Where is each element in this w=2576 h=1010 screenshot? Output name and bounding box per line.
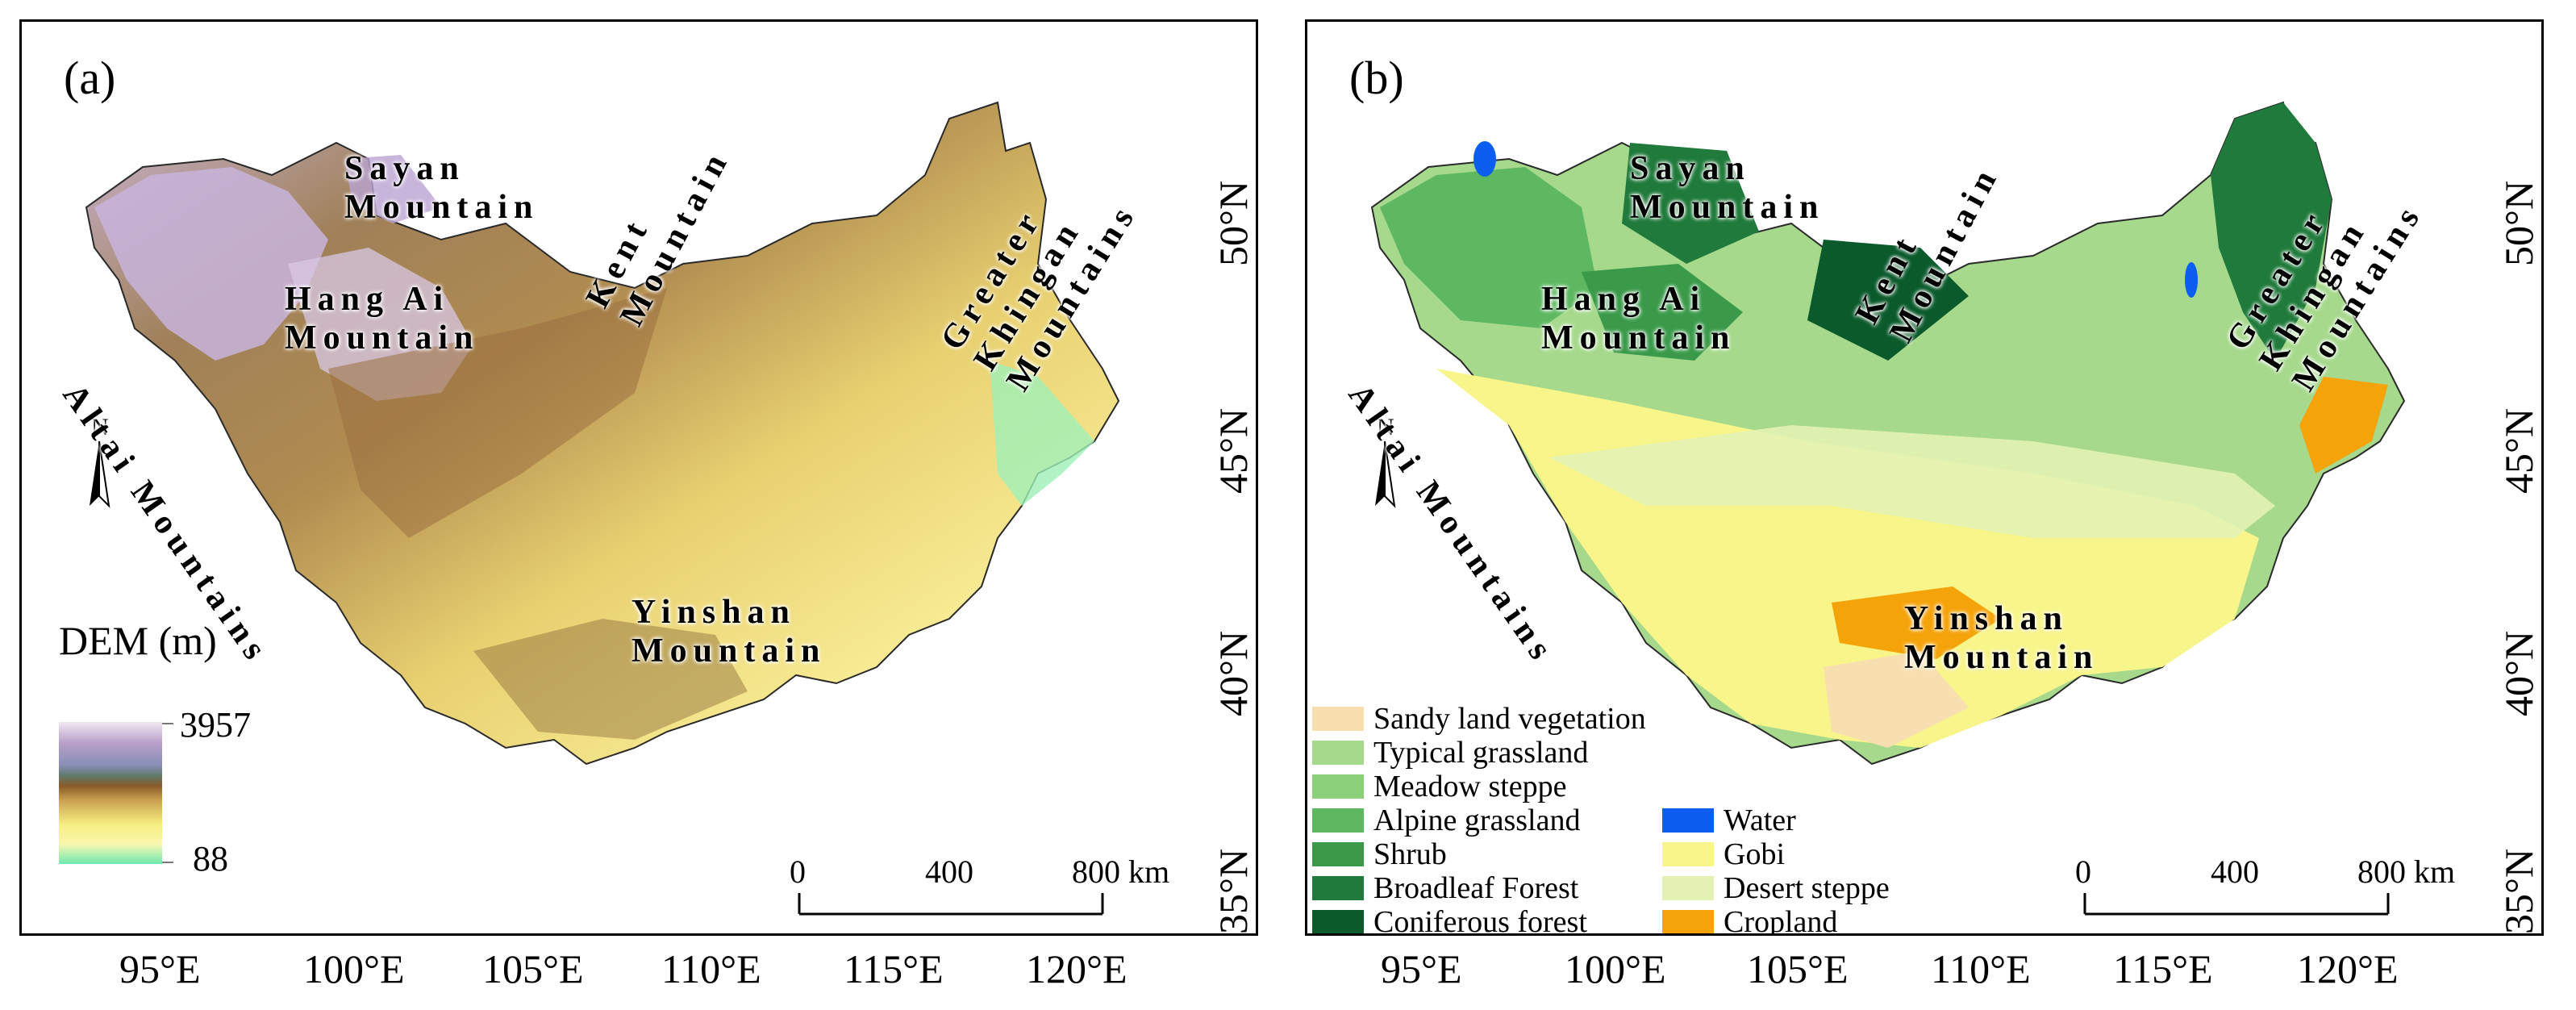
x-tick: 110°E	[1931, 946, 2031, 991]
legend-item: Meadow steppe	[1312, 769, 1567, 804]
cropland-east	[2299, 377, 2388, 474]
scale-label-800: 800 km	[2357, 853, 2456, 890]
y-tick: 45°N	[2496, 407, 2541, 494]
scale-label-800: 800 km	[1072, 853, 1170, 890]
x-tick: 120°E	[2297, 946, 2399, 991]
y-tick: 40°N	[2496, 630, 2541, 716]
legend-item: Typical grassland	[1312, 735, 1588, 770]
north-arrow	[1375, 440, 1396, 508]
legend-swatch	[1312, 707, 1364, 731]
x-tick: 100°E	[303, 946, 405, 991]
water-body	[1473, 141, 1496, 177]
panel-label: (a)	[64, 52, 116, 104]
legend-swatch	[1312, 910, 1364, 933]
legend-label: Desert steppe	[1724, 871, 1890, 905]
x-tick: 95°E	[119, 946, 201, 991]
legend-item: Broadleaf Forest	[1312, 870, 1578, 906]
forest-kent	[1807, 240, 1969, 361]
legend-item: Desert steppe	[1662, 870, 1890, 906]
x-tick: 115°E	[2113, 946, 2213, 991]
y-tick: 35°N	[1211, 848, 1256, 934]
legend-swatch	[1662, 808, 1714, 833]
highland-west	[94, 167, 328, 361]
alpine-west	[1380, 167, 1598, 328]
scale-bar	[2083, 893, 2390, 916]
dem-max-value: 3957	[180, 705, 251, 745]
x-tick: 95°E	[1381, 946, 1462, 991]
legend-item: Alpine grassland	[1312, 803, 1580, 838]
legend-label: Shrub	[1373, 837, 1447, 871]
brown-south	[473, 619, 748, 740]
dem-legend-bar	[59, 722, 162, 864]
water-body	[2185, 262, 2198, 298]
legend-item: Coniferous forest	[1312, 904, 1587, 936]
y-tick: 45°N	[1211, 407, 1256, 494]
x-tick: 100°E	[1565, 946, 1666, 991]
brown-band	[328, 288, 667, 538]
legend-item: Water	[1662, 803, 1796, 838]
y-tick: 50°N	[2496, 180, 2541, 266]
legend-label: Gobi	[1724, 837, 1785, 871]
x-tick: 115°E	[844, 946, 944, 991]
y-tick: 50°N	[1211, 180, 1256, 266]
legend-label: Cropland	[1724, 905, 1838, 936]
yinshan-mountain-label: Yinshan Mountain	[631, 594, 827, 670]
x-tick: 110°E	[661, 946, 761, 991]
shrub-hangai	[1582, 264, 1743, 361]
legend-label: Sandy land vegetation	[1373, 702, 1646, 736]
x-tick: 120°E	[1026, 946, 1128, 991]
sayan-mountain-label: Sayan Mountain	[1630, 150, 1825, 226]
landcover-map-panel: (b) N Sayan Mountain Hang Ai Mountain Al…	[1305, 19, 2544, 936]
dem-map	[59, 101, 1120, 916]
scale-label-400: 400	[2211, 853, 2259, 890]
legend-label: Water	[1724, 803, 1796, 837]
legend-label: Meadow steppe	[1373, 770, 1567, 803]
cropland-yinshan	[1832, 586, 2001, 659]
x-tick: 105°E	[1747, 946, 1849, 991]
y-tick: 35°N	[2496, 848, 2541, 934]
scale-label-0: 0	[790, 853, 806, 890]
legend-item: Sandy land vegetation	[1312, 701, 1646, 737]
legend-swatch	[1312, 842, 1364, 866]
dem-map-panel: (a) N Sayan Mountain Hang Ai Mountain Al…	[19, 19, 1258, 936]
sandy-south	[1824, 651, 1969, 748]
north-label: N	[91, 414, 109, 440]
forest-khingan	[2211, 102, 2332, 361]
legend-label: Typical grassland	[1373, 736, 1589, 770]
legend-item: Gobi	[1662, 837, 1785, 872]
legend-swatch	[1662, 876, 1714, 900]
highland-sayan	[344, 155, 441, 223]
legend-label: Alpine grassland	[1373, 803, 1581, 837]
north-arrow	[90, 440, 110, 508]
x-tick: 105°E	[482, 946, 584, 991]
hangai-mountain-label: Hang Ai Mountain	[1541, 281, 1736, 357]
scale-label-400: 400	[925, 853, 973, 890]
legend-swatch	[1312, 876, 1364, 900]
sayan-mountain-label: Sayan Mountain	[344, 150, 540, 226]
legend-swatch	[1312, 774, 1364, 799]
scale-label-0: 0	[2075, 853, 2091, 890]
dem-min-value: 88	[193, 839, 228, 879]
north-label: N	[1377, 414, 1394, 440]
legend-item: Shrub	[1312, 837, 1447, 872]
scale-bar	[798, 893, 1104, 916]
lowland-east	[990, 361, 1094, 506]
legend-swatch	[1312, 808, 1364, 833]
legend-swatch	[1662, 910, 1714, 933]
legend-label: Broadleaf Forest	[1373, 871, 1579, 905]
legend-swatch	[1662, 842, 1714, 866]
legend-item: Cropland	[1662, 904, 1838, 936]
dem-legend-title: DEM (m)	[59, 618, 217, 663]
legend-swatch	[1312, 741, 1364, 765]
panel-label: (b)	[1349, 52, 1404, 104]
legend-label: Coniferous forest	[1373, 905, 1587, 936]
landcover-map	[1370, 101, 2406, 916]
yinshan-mountain-label: Yinshan Mountain	[1904, 600, 2099, 676]
hangai-mountain-label: Hang Ai Mountain	[285, 281, 480, 357]
y-tick: 40°N	[1211, 630, 1256, 716]
desert-steppe-zone	[1549, 425, 2275, 538]
forest-sayan	[1622, 143, 1759, 264]
